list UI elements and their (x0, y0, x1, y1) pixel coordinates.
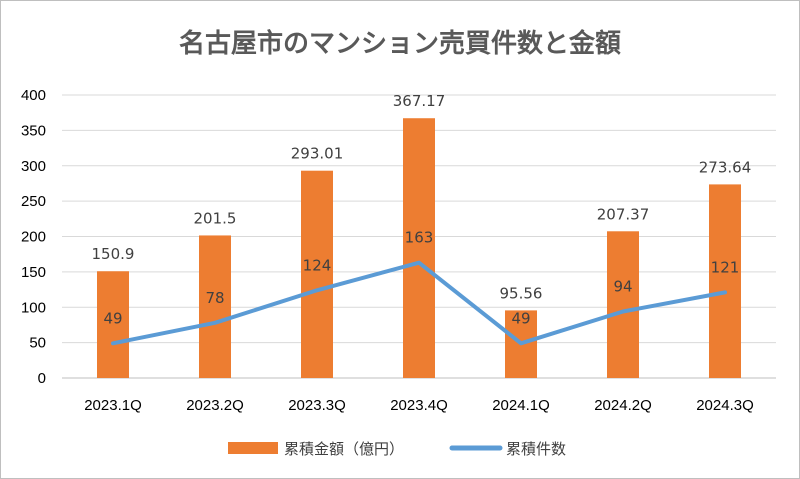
x-tick-label-2023.2Q: 2023.2Q (186, 397, 244, 414)
bar-label-2023.4Q: 367.17 (393, 92, 446, 110)
y-tick-label-300: 300 (21, 158, 46, 175)
line-label-2024.1Q: 49 (511, 309, 530, 327)
bar-label-2023.1Q: 150.9 (92, 245, 135, 263)
bar-label-2024.2Q: 207.37 (597, 205, 650, 223)
y-axis-tick-labels: 0 50 100 150 200 250 300 350 400 (21, 87, 46, 387)
line-label-2023.1Q: 49 (103, 309, 122, 327)
y-tick-label-200: 200 (21, 229, 46, 246)
legend: 累積金額（億円） 累積件数 (228, 440, 566, 458)
line-label-2023.3Q: 124 (303, 256, 332, 274)
legend-label-count: 累積件数 (506, 440, 566, 458)
bar-2023.1Q (97, 271, 129, 378)
bar-2023.2Q (199, 235, 231, 378)
legend-label-amount: 累積金額（億円） (284, 440, 404, 458)
line-label-2023.4Q: 163 (405, 229, 434, 247)
bar-data-labels: 150.9 201.5 293.01 367.17 95.56 207.37 273.64 (92, 92, 752, 302)
line-label-2024.2Q: 94 (613, 277, 632, 295)
x-tick-label-2024.1Q: 2024.1Q (492, 397, 550, 414)
y-tick-label-350: 350 (21, 122, 46, 139)
bar-label-2023.3Q: 293.01 (291, 145, 344, 163)
bar-label-2023.2Q: 201.5 (194, 209, 237, 227)
x-tick-label-2024.3Q: 2024.3Q (696, 397, 754, 414)
bar-label-2024.1Q: 95.56 (500, 284, 543, 302)
bar-2024.2Q (607, 231, 639, 378)
x-tick-label-2024.2Q: 2024.2Q (594, 397, 652, 414)
bar-series (97, 118, 741, 378)
bar-2024.3Q (709, 184, 741, 378)
bar-2023.3Q (301, 170, 333, 378)
line-label-2024.3Q: 121 (711, 258, 740, 276)
y-tick-label-250: 250 (21, 193, 46, 210)
bar-label-2024.3Q: 273.64 (699, 158, 752, 176)
y-tick-label-0: 0 (38, 370, 46, 387)
x-axis-tick-labels: 2023.1Q 2023.2Q 2023.3Q 2023.4Q 2024.1Q 2024.… (84, 397, 754, 414)
bar-2023.4Q (403, 118, 435, 378)
x-tick-label-2023.4Q: 2023.4Q (390, 397, 448, 414)
line-data-labels: 49 78 124 163 49 94 121 (103, 229, 739, 328)
x-tick-label-2023.1Q: 2023.1Q (84, 397, 142, 414)
chart-title: 名古屋市のマンション売買件数と金額 (179, 28, 621, 59)
y-tick-label-100: 100 (21, 299, 46, 316)
y-tick-label-50: 50 (29, 335, 46, 352)
y-tick-label-150: 150 (21, 264, 46, 281)
x-tick-label-2023.3Q: 2023.3Q (288, 397, 346, 414)
line-label-2023.2Q: 78 (205, 289, 224, 307)
y-tick-label-400: 400 (21, 87, 46, 104)
line-series (111, 260, 727, 346)
legend-swatch-amount (228, 442, 278, 454)
